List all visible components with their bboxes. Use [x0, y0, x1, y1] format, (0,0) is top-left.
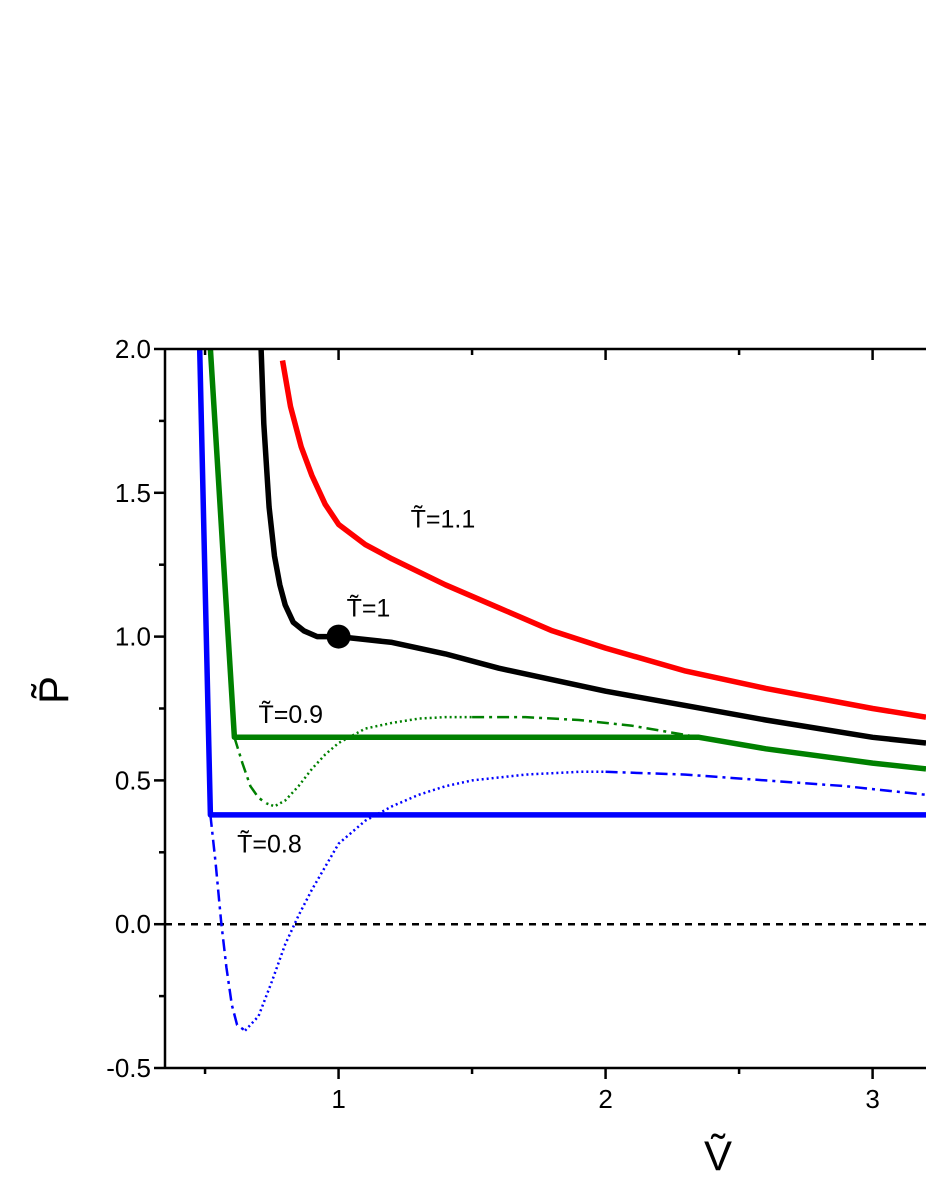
- y-tick-label: -0.5: [106, 1053, 151, 1083]
- x-tick-label: 3: [865, 1084, 879, 1114]
- axes: [154, 347, 926, 1079]
- series-isotherm-T0_9-2: [207, 349, 926, 772]
- y-tick-label: 0.5: [115, 765, 151, 795]
- y-tick-label: 2.0: [115, 334, 151, 364]
- x-axis-title: Ṽ: [704, 1132, 732, 1179]
- series-layer: [196, 349, 926, 1032]
- isotherm-label: T̃=0.9: [258, 701, 323, 729]
- series-metastable-T0_8-9: [605, 770, 926, 797]
- y-tick-label: 0.0: [115, 909, 151, 939]
- annotations: T̃=1.1 T̃=1 T̃=0.9 T̃=0.8: [237, 505, 475, 858]
- isotherm-label: T̃=0.8: [237, 830, 302, 858]
- series-metastable-T0_9-5: [472, 715, 700, 739]
- series-isotherm-T0_8-6: [196, 349, 926, 818]
- series-isotherm-T1-1: [258, 349, 926, 746]
- series-metastable-T0_9-4: [233, 736, 268, 805]
- y-axis-title: P̃: [30, 676, 77, 704]
- x-tick-label: 2: [598, 1084, 612, 1114]
- isotherm-label: T̃=1: [347, 594, 391, 622]
- series-isotherm-T1_1-0: [279, 360, 926, 720]
- series-metastable-T0_8-7: [209, 814, 246, 1032]
- y-tick-label: 1.0: [115, 622, 151, 652]
- y-tick-label: 1.5: [115, 478, 151, 508]
- isotherm-label: T̃=1.1: [411, 505, 476, 533]
- series-unstable-T0_8-8: [244, 770, 606, 1032]
- x-tick-label: 1: [331, 1084, 345, 1114]
- critical-point-marker: [326, 624, 351, 649]
- axis-titles: Ṽ P̃: [30, 676, 732, 1179]
- tick-labels: -0.5 0.0 0.5 1.0 1.5 2.0 1 2 3: [106, 334, 880, 1114]
- series-unstable-T0_9-3: [266, 715, 473, 808]
